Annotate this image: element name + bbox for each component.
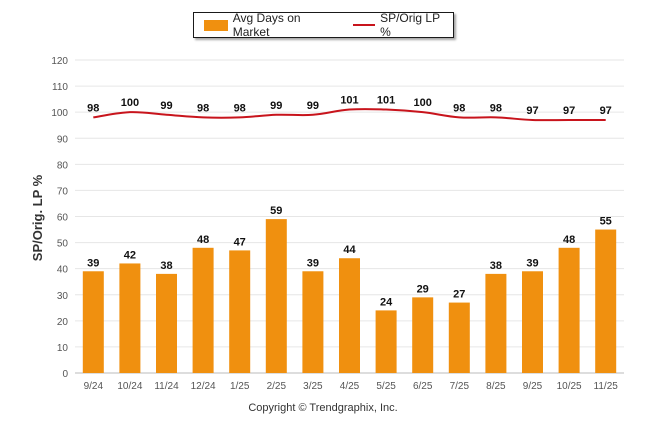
- bar-swatch-icon: [204, 19, 228, 31]
- x-tick-label: 7/25: [450, 381, 470, 392]
- copyright-text: Copyright © Trendgraphix, Inc.: [248, 402, 398, 414]
- bar-data-label: 59: [270, 205, 282, 217]
- y-tick-label: 80: [57, 160, 69, 171]
- legend: Avg Days on Market SP/Orig LP %: [193, 11, 454, 39]
- line-data-label: 97: [563, 105, 575, 117]
- line-data-label: 98: [197, 102, 209, 114]
- y-tick-label: 40: [57, 265, 69, 276]
- bar-data-label: 55: [600, 216, 612, 228]
- line-data-label: 100: [121, 97, 139, 109]
- bar: [485, 273, 507, 373]
- bar: [265, 219, 287, 373]
- legend-item-line: SP/Orig LP %: [339, 11, 453, 39]
- x-tick-label: 8/25: [486, 381, 506, 392]
- line-data-label: 98: [87, 102, 99, 114]
- x-tick-label: 6/25: [413, 381, 433, 392]
- y-tick-label: 90: [57, 134, 69, 145]
- bar: [522, 271, 543, 373]
- line-data-label: 98: [490, 102, 502, 114]
- x-tick-label: 12/24: [191, 381, 216, 392]
- bar: [302, 271, 324, 373]
- y-tick-label: 20: [57, 317, 69, 328]
- x-tick-label: 3/25: [303, 381, 323, 392]
- y-tick-label: 50: [57, 239, 69, 250]
- line-data-labels: 98 100 99 98 98 99 99 101 101 100 98 98 97 97 97: [87, 95, 612, 117]
- line-swatch-icon: [353, 24, 376, 26]
- line-data-label: 99: [307, 100, 319, 112]
- y-tick-label: 120: [51, 56, 68, 67]
- line-data-label: 98: [234, 102, 246, 114]
- x-tick-label: 9/24: [84, 381, 104, 392]
- bar-data-label: 39: [307, 257, 319, 269]
- bar-data-label: 44: [343, 244, 356, 256]
- y-axis-label: SP/Orig. LP %: [30, 174, 45, 261]
- bar-data-label: 42: [124, 249, 136, 261]
- bar: [82, 271, 104, 373]
- bar-data-label: 39: [87, 257, 99, 269]
- x-tick-label: 9/25: [523, 381, 543, 392]
- y-tick-label: 100: [51, 108, 68, 119]
- bar-data-label: 47: [234, 236, 246, 248]
- x-tick-label: 4/25: [340, 381, 360, 392]
- x-tick-label: 10/25: [557, 381, 582, 392]
- bar: [119, 263, 141, 373]
- line-data-label: 101: [377, 95, 395, 107]
- bar-data-label: 24: [380, 296, 393, 308]
- bar-data-labels: 39 42 38 48 47 59 39 44 24 29 27 38 39 48 55: [87, 205, 612, 308]
- bar-data-label: 29: [417, 283, 429, 295]
- line-data-label: 97: [526, 105, 538, 117]
- bar-series: [82, 219, 617, 373]
- y-tick-label: 0: [62, 369, 68, 380]
- bar: [192, 247, 214, 373]
- y-tick-label: 110: [52, 82, 68, 93]
- bar: [229, 250, 251, 373]
- bar-data-label: 38: [490, 260, 502, 272]
- y-axis-ticks: 0 10 20 30 40 50 60 70 80 90 100 110 120: [51, 56, 68, 380]
- bar-data-label: 38: [160, 260, 172, 272]
- x-tick-label: 10/24: [117, 381, 142, 392]
- legend-item-bars: Avg Days on Market: [194, 11, 339, 39]
- x-tick-label: 11/24: [154, 381, 179, 392]
- line-series: [93, 108, 606, 122]
- x-tick-label: 1/25: [230, 381, 250, 392]
- x-tick-label: 11/25: [594, 381, 619, 392]
- bar: [448, 302, 470, 373]
- bar: [412, 297, 434, 373]
- bar-data-label: 48: [197, 234, 209, 246]
- line-data-label: 97: [600, 105, 612, 117]
- line-data-label: 99: [270, 100, 282, 112]
- bar-data-label: 48: [563, 234, 575, 246]
- line-data-label: 98: [453, 102, 465, 114]
- legend-bar-label: Avg Days on Market: [232, 11, 301, 39]
- bar-data-label: 39: [526, 257, 538, 269]
- legend-line-label: SP/Orig LP %: [380, 11, 440, 39]
- y-tick-label: 10: [57, 343, 69, 354]
- bar: [156, 273, 177, 373]
- y-tick-label: 70: [57, 186, 69, 197]
- bar: [558, 247, 580, 373]
- y-tick-label: 60: [57, 213, 69, 224]
- y-tick-label: 30: [57, 291, 69, 302]
- bar: [339, 258, 360, 373]
- line-data-label: 101: [340, 95, 358, 107]
- line-data-label: 99: [160, 100, 172, 112]
- x-tick-label: 2/25: [267, 381, 287, 392]
- bar: [375, 310, 397, 373]
- line-data-label: 100: [414, 97, 432, 109]
- x-tick-label: 5/25: [376, 381, 396, 392]
- bar-data-label: 27: [453, 289, 465, 301]
- bar: [595, 229, 617, 373]
- x-axis-ticks: 9/24 10/24 11/24 12/24 1/25 2/25 3/25 4/25 5/25 6…: [84, 381, 619, 392]
